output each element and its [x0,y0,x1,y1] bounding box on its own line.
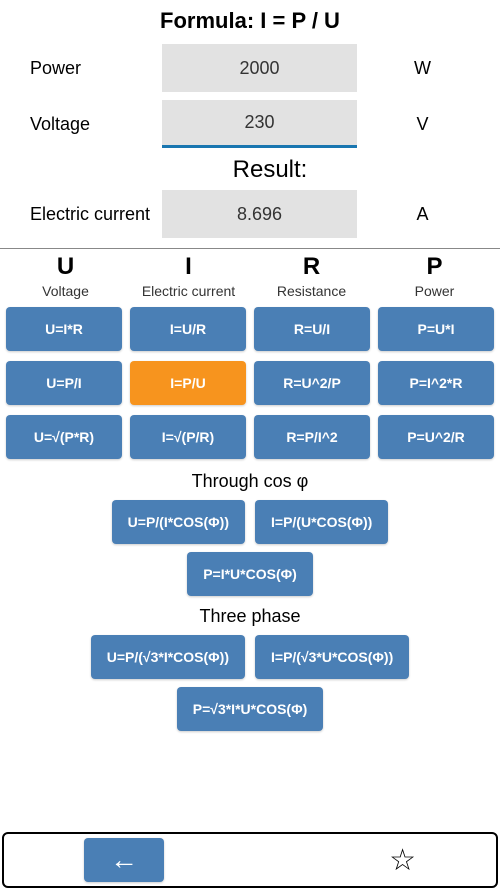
formula-button[interactable]: R=P/I^2 [254,415,370,459]
input-row: Power2000W [0,40,500,96]
formula-row: U=P/(√3*I*COS(Φ))I=P/(√3*U*COS(Φ)) [0,631,500,683]
columns-header: U VoltageI Electric currentR ResistanceP Pow… [0,249,500,301]
formula-grid: U=I*RI=U/RR=U/IP=U*I U=P/II=P/UR=U^2/PP=I… [0,301,500,465]
formula-button[interactable]: P=U*I [378,307,494,351]
column-header: R Resistance [250,253,373,299]
formula-button[interactable]: U=P/I [6,361,122,405]
formula-button[interactable]: P=√3*I*U*COS(Φ) [177,687,323,731]
formula-button[interactable]: I=√(P/R) [130,415,246,459]
back-arrow-icon: ← [110,844,138,876]
formula-button[interactable]: U=√(P*R) [6,415,122,459]
formula-button[interactable]: I=P/(U*COS(Φ)) [255,500,388,544]
formula-row: P=√3*I*U*COS(Φ) [0,683,500,735]
column-symbol: P [373,253,496,281]
column-name: Voltage [4,283,127,299]
favorite-button[interactable]: ☆ [389,843,416,878]
column-header: P Power [373,253,496,299]
input-field[interactable]: 230 [162,100,357,148]
input-field[interactable]: 2000 [162,44,357,92]
cos-section-label: Through cos φ [0,465,500,496]
formula-button[interactable]: U=I*R [6,307,122,351]
result-row: Electric current 8.696 A [0,186,500,242]
input-label: Power [12,58,162,79]
formula-button[interactable]: I=P/(√3*U*COS(Φ)) [255,635,409,679]
bottom-bar: ← ☆ [2,832,498,888]
formula-button[interactable]: I=U/R [130,307,246,351]
column-name: Power [373,283,496,299]
formula-button[interactable]: U=P/(I*COS(Φ)) [112,500,245,544]
star-icon: ☆ [389,844,416,877]
column-symbol: R [250,253,373,281]
input-unit: V [357,114,488,135]
formula-button[interactable]: P=U^2/R [378,415,494,459]
formula-row: P=I*U*COS(Φ) [0,548,500,600]
three-phase-section-label: Three phase [0,600,500,631]
column-symbol: I [127,253,250,281]
input-unit: W [357,58,488,79]
formula-button[interactable]: U=P/(√3*I*COS(Φ)) [91,635,245,679]
formula-row: U=P/(I*COS(Φ))I=P/(U*COS(Φ)) [0,496,500,548]
formula-button[interactable]: R=U/I [254,307,370,351]
formula-title: Formula: I = P / U [0,0,500,40]
result-heading: Result: [40,152,500,186]
column-header: I Electric current [127,253,250,299]
formula-button[interactable]: R=U^2/P [254,361,370,405]
formula-button[interactable]: P=I^2*R [378,361,494,405]
column-name: Electric current [127,283,250,299]
input-row: Voltage230V [0,96,500,152]
input-label: Voltage [12,114,162,135]
back-button[interactable]: ← [84,838,164,882]
column-header: U Voltage [4,253,127,299]
formula-button[interactable]: P=I*U*COS(Φ) [187,552,313,596]
result-value: 8.696 [162,190,357,238]
result-label: Electric current [12,204,162,225]
formula-button[interactable]: I=P/U [130,361,246,405]
result-unit: A [357,204,488,225]
column-symbol: U [4,253,127,281]
column-name: Resistance [250,283,373,299]
